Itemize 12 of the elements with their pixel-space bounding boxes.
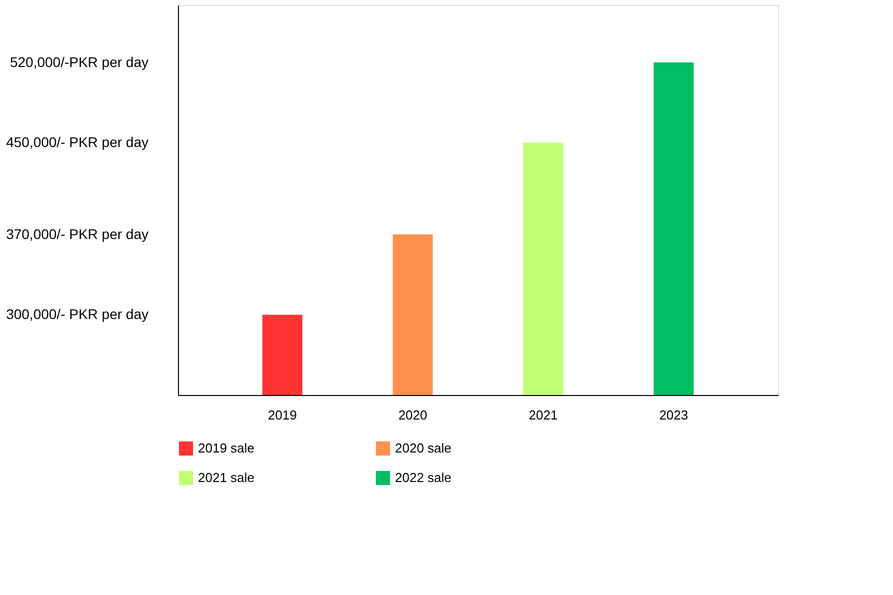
y-tick-label: 370,000/- PKR per day [6,226,148,242]
y-tick-label: 520,000/-PKR per day [10,54,148,70]
legend-label: 2020 sale [395,440,452,456]
y-tick-label: 450,000/- PKR per day [6,134,148,150]
y-tick-label: 300,000/- PKR per day [6,306,148,322]
legend-label: 2022 sale [395,470,452,485]
x-tick-label: 2021 [528,408,558,422]
x-tick-label: 2020 [398,408,428,422]
legend-label: 2019 sale [198,440,254,456]
x-tick-label: 2019 [268,408,297,422]
legend-label: 2021 sale [198,470,254,485]
x-tick-label: 2023 [659,408,688,422]
